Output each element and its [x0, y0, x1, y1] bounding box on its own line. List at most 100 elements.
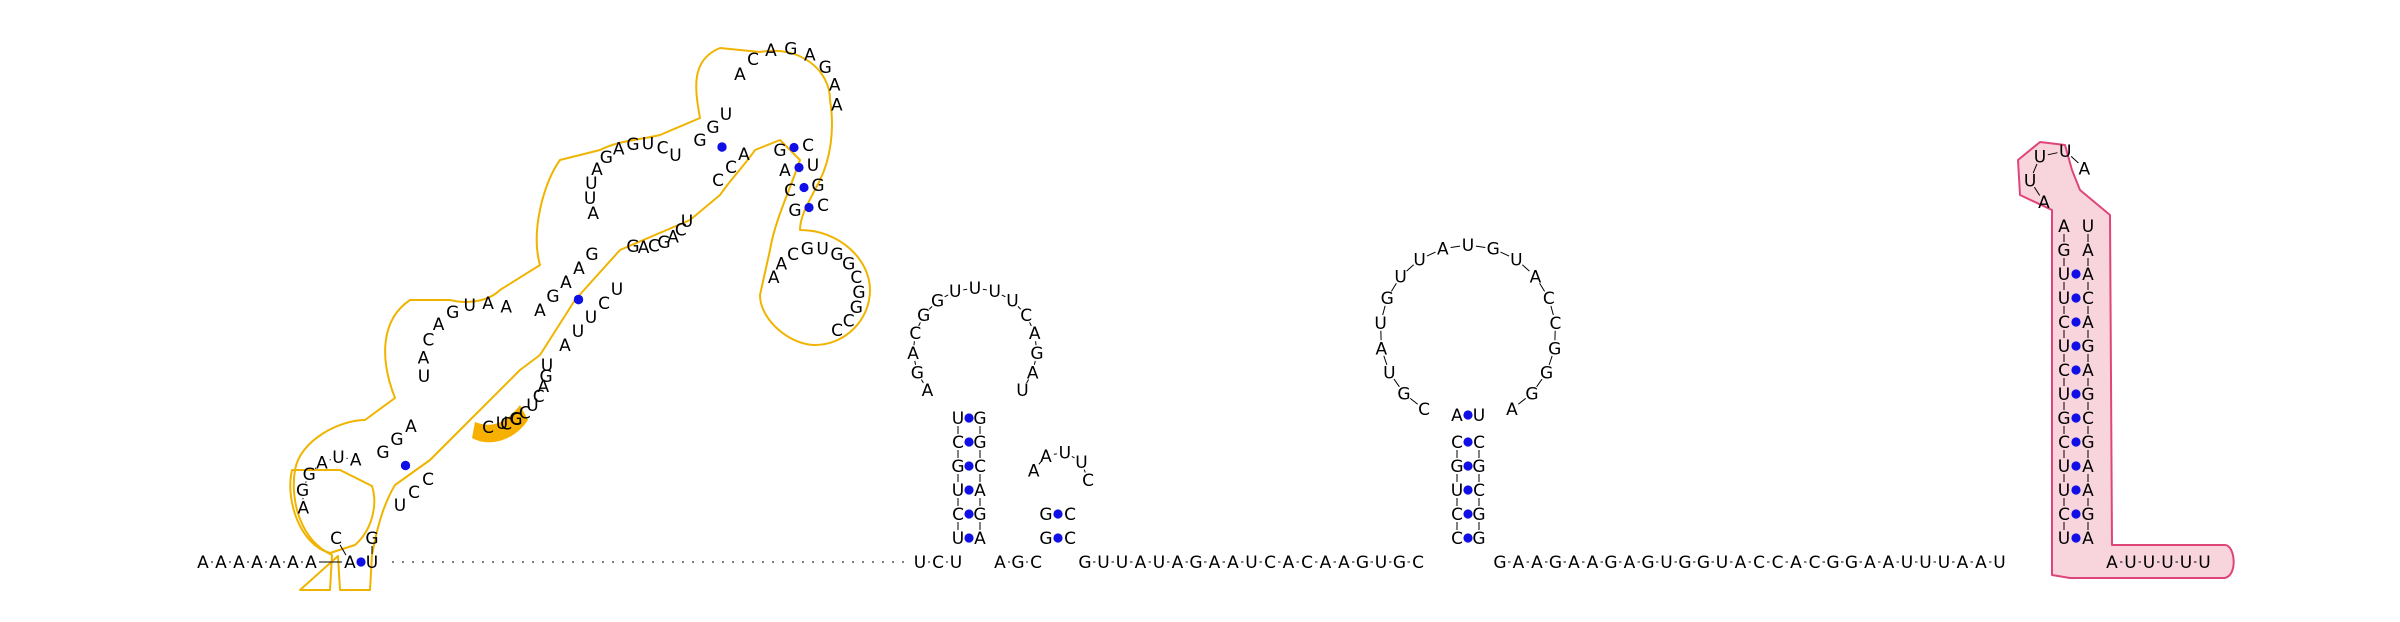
base-pair-dots — [356, 142, 2080, 566]
base-pair-dot — [2071, 365, 2080, 374]
nucleotide: U — [2058, 337, 2070, 357]
nucleotide: U — [1413, 250, 1425, 270]
nucleotide: G — [1472, 529, 1485, 549]
nucleotide: G — [931, 292, 944, 312]
nucleotide: A — [829, 76, 841, 96]
nucleotide: U — [2058, 481, 2070, 501]
nucleotide: G — [1487, 240, 1500, 260]
nucleotide: A — [251, 553, 263, 573]
nucleotide: A — [2082, 313, 2094, 333]
nucleotide: C — [802, 136, 814, 156]
base-pair-dot — [2071, 461, 2080, 470]
nucleotide: A — [1437, 240, 1449, 260]
nucleotide: U — [418, 367, 430, 387]
nucleotide: G — [1011, 553, 1024, 573]
nucleotide: C — [2058, 505, 2070, 525]
nucleotide: C — [974, 457, 986, 477]
nucleotide: C — [1451, 433, 1463, 453]
base-pair-dot — [574, 295, 583, 304]
nucleotide: G — [784, 39, 797, 59]
nucleotide: G — [1678, 553, 1691, 573]
nucleotide: G — [1039, 505, 1052, 525]
nucleotide: C — [2058, 361, 2070, 381]
nucleotide: U — [2058, 385, 2070, 405]
nucleotide: U — [2058, 289, 2070, 309]
backbone-segment — [1410, 398, 1417, 404]
nucleotide: G — [546, 287, 559, 307]
nucleotide: G — [801, 240, 814, 260]
nucleotide: A — [922, 381, 934, 401]
nucleotide: A — [573, 259, 585, 279]
nucleotide: C — [1301, 553, 1313, 573]
nucleotide: G — [1472, 457, 1485, 477]
nucleotide: U — [1383, 363, 1395, 383]
nucleotide: U — [2059, 142, 2071, 162]
backbone-segment — [983, 289, 987, 290]
nucleotide: A — [2082, 265, 2094, 285]
nucleotide: C — [1451, 505, 1463, 525]
nucleotide: G — [365, 529, 378, 549]
nucleotide: C — [1473, 433, 1485, 453]
base-pair-dot — [804, 203, 813, 212]
base-pair-dot — [1463, 410, 1472, 419]
nucleotide: U — [496, 414, 508, 434]
nucleotide: A — [779, 161, 791, 181]
backbone-segment — [1451, 246, 1460, 247]
nucleotide: G — [693, 131, 706, 151]
nucleotide: G — [1548, 339, 1561, 359]
nucleotide: U — [1153, 553, 1165, 573]
base-pair-dot — [964, 437, 973, 446]
nucleotide: U — [1451, 481, 1463, 501]
nucleotide: G — [917, 306, 930, 326]
nucleotide: U — [332, 448, 344, 468]
nucleotide: A — [974, 529, 986, 549]
nucleotide: U — [1375, 553, 1387, 573]
nucleotide: A — [2082, 481, 2094, 501]
backbone-segment — [1002, 295, 1006, 297]
backbone-segment — [1072, 456, 1075, 458]
nucleotide: A — [1531, 553, 1543, 573]
nucleotide: U — [1394, 267, 1406, 287]
base-pair-dot — [964, 461, 973, 470]
backbone-segment — [963, 289, 967, 290]
nucleotide: G — [1525, 384, 1538, 404]
base-pair-dot — [2071, 533, 2080, 542]
nucleotide: C — [932, 553, 944, 573]
nucleotide: A — [734, 65, 746, 85]
nucleotide: G — [1826, 553, 1839, 573]
nucleotide: A — [1040, 447, 1052, 467]
nucleotide: A — [287, 553, 299, 573]
nucleotide: G — [1397, 384, 1410, 404]
nucleotide: G — [1493, 553, 1506, 573]
nucleotide: A — [1376, 339, 1388, 359]
nucleotide: G — [390, 430, 403, 450]
nucleotide: A — [305, 553, 317, 573]
nucleotide: U — [366, 553, 378, 573]
nucleotide: A — [418, 348, 430, 368]
nucleotide: G — [973, 409, 986, 429]
nucleotide: U — [1993, 553, 2005, 573]
nucleotide: G — [811, 176, 824, 196]
nucleotide: U — [969, 279, 981, 299]
nucleotide: C — [1753, 553, 1765, 573]
nucleotide: U — [952, 409, 964, 429]
nucleotide: U — [2024, 171, 2036, 191]
base-pair-dot — [2071, 389, 2080, 398]
nucleotide: G — [1604, 553, 1617, 573]
nucleotide: U — [2058, 457, 2070, 477]
base-pair-dot — [1463, 461, 1472, 470]
nucleotide: A — [1451, 406, 1463, 426]
nucleotide: A — [1513, 553, 1525, 573]
nucleotide: A — [1338, 553, 1350, 573]
nucleotide: C — [2082, 409, 2094, 429]
nucleotide: C — [784, 181, 796, 201]
nucleotide: G — [1189, 553, 1202, 573]
nucleotide: A — [1790, 553, 1802, 573]
nucleotide: A — [1624, 553, 1636, 573]
backbone-segment — [1522, 265, 1529, 271]
base-pair-dot — [794, 163, 803, 172]
nucleotide: G — [303, 465, 316, 485]
nucleotide: A — [197, 553, 209, 573]
nucleotide: U — [1245, 553, 1257, 573]
base-pair-dot — [1463, 485, 1472, 494]
